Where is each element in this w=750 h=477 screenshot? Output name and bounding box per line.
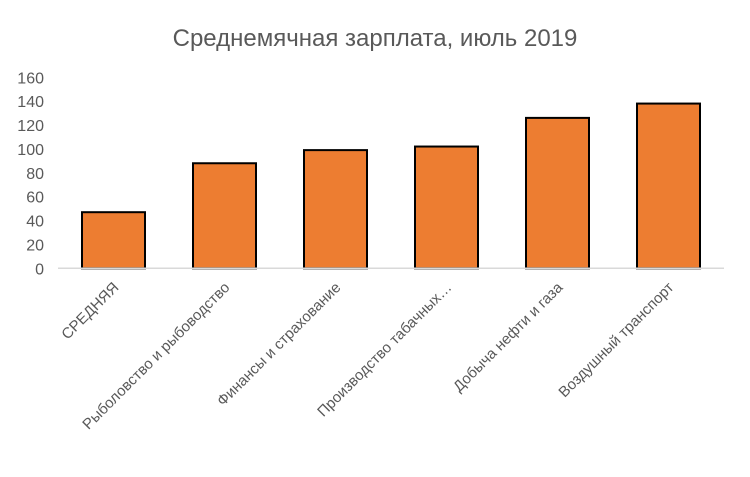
y-tick-label: 160 bbox=[17, 70, 44, 87]
bar bbox=[525, 116, 590, 270]
x-tick-label: Воздушный транспорт bbox=[555, 279, 677, 401]
x-tick-label: Финансы и страхование bbox=[214, 279, 345, 410]
y-tick-label: 20 bbox=[26, 237, 44, 254]
bar bbox=[303, 149, 368, 270]
y-tick-label: 120 bbox=[17, 118, 44, 135]
bar bbox=[414, 145, 479, 270]
y-tick-label: 100 bbox=[17, 142, 44, 159]
y-tick-label: 0 bbox=[35, 261, 44, 278]
y-tick-label: 80 bbox=[26, 166, 44, 183]
y-tick-label: 40 bbox=[26, 214, 44, 231]
x-tick-label: Производство табачных… bbox=[314, 279, 455, 420]
x-tick-label: Добыча нефти и газа bbox=[450, 279, 567, 396]
y-tick-label: 60 bbox=[26, 190, 44, 207]
y-tick-label: 140 bbox=[17, 94, 44, 111]
x-tick-label: СРЕДНЯЯ bbox=[58, 279, 122, 343]
bar bbox=[81, 211, 146, 270]
chart-title: Среднемячная зарплата, июль 2019 bbox=[173, 25, 578, 52]
bar bbox=[636, 102, 701, 270]
bar bbox=[192, 162, 257, 270]
